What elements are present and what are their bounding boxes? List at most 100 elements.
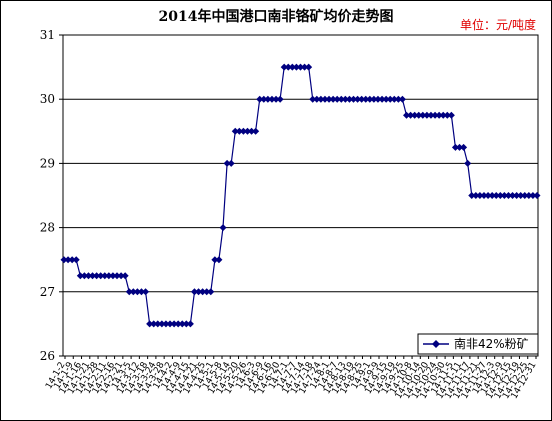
data-point [280, 63, 288, 71]
data-point [125, 288, 133, 296]
data-point [488, 192, 496, 199]
data-point [345, 95, 353, 103]
data-point [517, 192, 525, 199]
data-point [337, 95, 345, 103]
series-group [60, 63, 541, 328]
data-point [415, 111, 423, 119]
data-point [374, 95, 382, 103]
data-point [137, 288, 145, 296]
data-point [321, 95, 329, 103]
data-point [256, 95, 264, 103]
data-point [443, 111, 451, 119]
data-point [292, 63, 300, 71]
data-point [525, 192, 533, 199]
data-point [509, 192, 517, 199]
data-point [272, 95, 280, 103]
legend: 南非42%粉矿 [417, 333, 539, 355]
legend-label: 南非42%粉矿 [454, 336, 529, 351]
y-axis-ticks: 26 27 28 29 30 31 [40, 28, 63, 363]
y-tick-label: 29 [40, 156, 55, 170]
data-point [398, 95, 406, 103]
data-point [309, 95, 317, 103]
data-point [76, 272, 84, 280]
data-point [533, 192, 541, 199]
data-point [268, 95, 276, 103]
data-point [276, 95, 284, 103]
data-point [411, 111, 419, 119]
data-point [341, 95, 349, 103]
data-point [500, 192, 508, 199]
data-point [386, 95, 394, 103]
data-point [496, 192, 504, 199]
data-point [117, 272, 125, 280]
x-axis-ticks: 14-1-214-1-914-1-1614-1-2114-1-2814-2-11… [44, 356, 539, 401]
data-point [423, 111, 431, 119]
y-tick-label: 28 [40, 221, 55, 235]
data-point [203, 288, 211, 296]
data-point [142, 288, 150, 296]
data-point [260, 95, 268, 103]
data-point [223, 159, 231, 167]
data-point [370, 95, 378, 103]
data-point [121, 272, 129, 280]
data-point [403, 111, 411, 119]
data-point [439, 111, 447, 119]
data-point [231, 127, 239, 135]
data-point [301, 63, 309, 71]
y-tick-label: 26 [40, 349, 55, 363]
data-point [358, 95, 366, 103]
data-point [89, 272, 97, 280]
data-point [264, 95, 272, 103]
data-point [447, 111, 455, 119]
data-point [195, 288, 203, 296]
data-point [354, 95, 362, 103]
data-point [186, 320, 194, 328]
data-point [329, 95, 337, 103]
data-point [472, 192, 480, 199]
data-point [105, 272, 113, 280]
data-point [333, 95, 341, 103]
data-point [146, 320, 154, 328]
data-point [80, 272, 88, 280]
data-point [178, 320, 186, 328]
data-point [288, 63, 296, 71]
data-point [284, 63, 292, 71]
data-point [227, 159, 235, 167]
data-point [174, 320, 182, 328]
data-point [484, 192, 492, 199]
data-point [382, 95, 390, 103]
data-point [431, 111, 439, 119]
data-point [60, 256, 68, 264]
data-point [317, 95, 325, 103]
y-tick-label: 30 [40, 92, 55, 106]
legend-box [417, 333, 539, 355]
plot-area [62, 34, 539, 357]
data-point [427, 111, 435, 119]
data-point [154, 320, 162, 328]
data-point [504, 192, 512, 199]
data-point [390, 95, 398, 103]
data-point [72, 256, 80, 264]
unit-label: 单位：元/吨度 [459, 18, 536, 32]
data-point [207, 288, 215, 296]
data-point [113, 272, 121, 280]
data-point [158, 320, 166, 328]
data-point [215, 256, 223, 264]
data-point [480, 192, 488, 199]
data-point [211, 256, 219, 264]
data-point [133, 288, 141, 296]
data-point [305, 63, 313, 71]
data-point [464, 159, 472, 167]
data-point [97, 272, 105, 280]
data-point [219, 224, 227, 232]
data-point [529, 192, 537, 199]
data-point [350, 95, 358, 103]
data-point [170, 320, 178, 328]
gridlines [62, 34, 539, 357]
data-point [456, 143, 464, 151]
data-point [451, 143, 459, 151]
y-tick-label: 27 [40, 285, 55, 299]
data-point [190, 288, 198, 296]
chart-title: 2014年中国港口南非铬矿均价走势图 [158, 9, 394, 25]
